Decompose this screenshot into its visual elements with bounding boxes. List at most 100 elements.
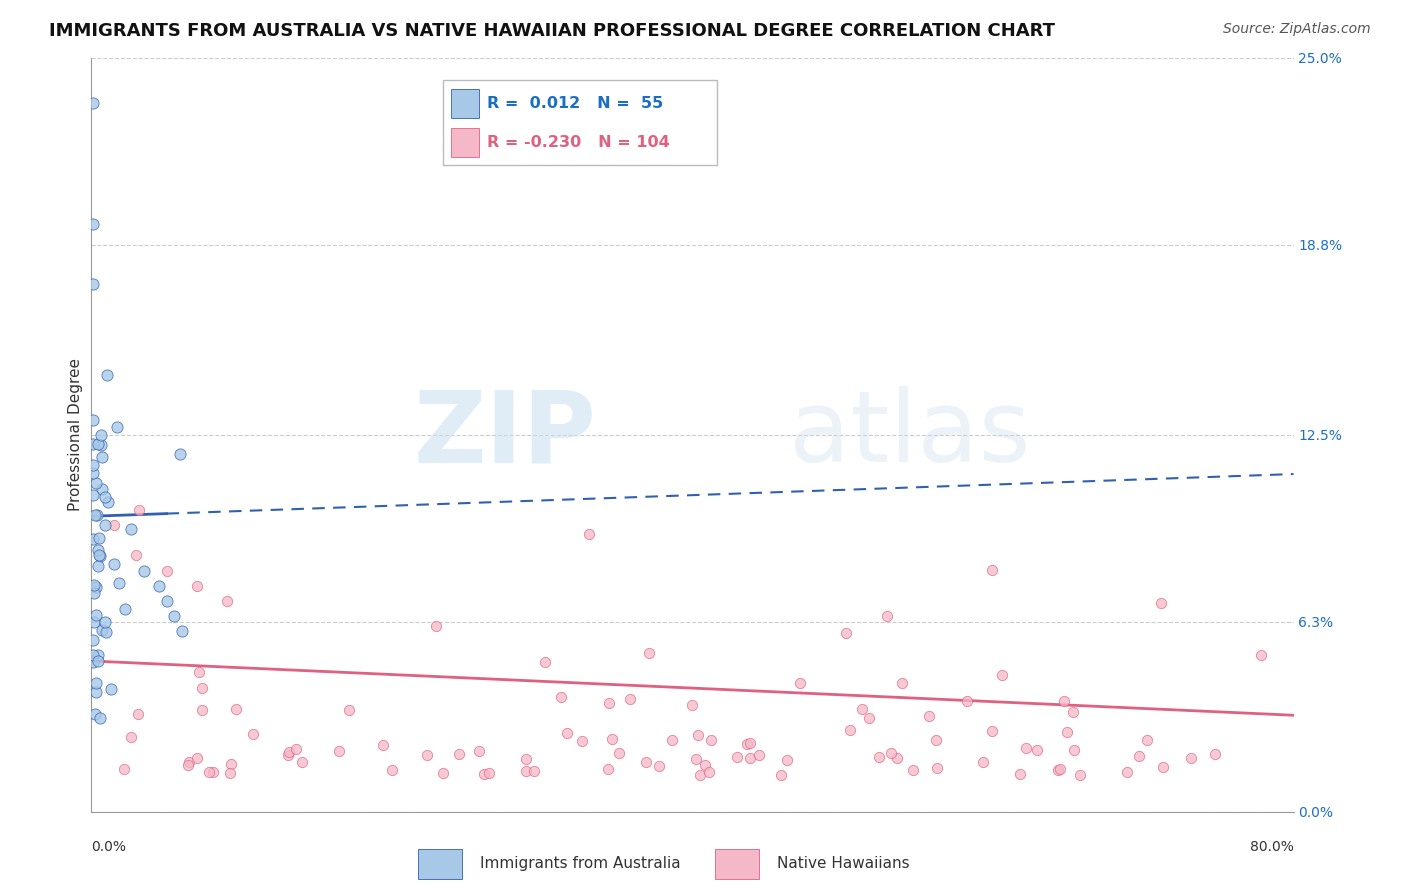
Point — [1063, 742, 1085, 756]
Point — [191, 681, 214, 695]
Point — [990, 667, 1012, 681]
Point — [84, 685, 107, 699]
Point — [858, 711, 880, 725]
Point — [82, 656, 104, 670]
Point — [1204, 747, 1226, 761]
Point — [557, 725, 579, 739]
Point — [738, 751, 761, 765]
Point — [416, 748, 439, 763]
Point — [89, 711, 111, 725]
Point — [177, 756, 200, 770]
Point — [686, 728, 709, 742]
Point — [155, 593, 177, 607]
Text: 0.0%: 0.0% — [91, 840, 127, 855]
Point — [972, 755, 994, 769]
Point — [86, 542, 108, 557]
Point — [789, 675, 811, 690]
Point — [515, 764, 537, 779]
Point — [284, 742, 307, 756]
Point — [638, 646, 661, 660]
Point — [725, 749, 748, 764]
Point — [769, 768, 792, 782]
Point — [186, 579, 208, 593]
Point — [94, 518, 117, 533]
Point — [86, 508, 108, 522]
Point — [1136, 733, 1159, 747]
Point — [83, 586, 105, 600]
Point — [112, 762, 135, 776]
Point — [82, 413, 104, 427]
Point — [277, 747, 299, 762]
Point — [467, 744, 489, 758]
Point — [695, 758, 717, 772]
Point — [84, 707, 107, 722]
Point — [125, 549, 148, 563]
Point — [82, 217, 104, 231]
Point — [96, 625, 118, 640]
Point — [84, 581, 107, 595]
Point — [82, 633, 104, 648]
Point — [278, 745, 301, 759]
Point — [128, 503, 150, 517]
Point — [94, 615, 117, 629]
Bar — [716, 849, 759, 879]
Point — [432, 766, 454, 780]
Point — [337, 703, 360, 717]
Point — [1052, 694, 1074, 708]
Point — [328, 744, 350, 758]
Point — [681, 698, 703, 712]
Point — [83, 578, 105, 592]
Point — [381, 763, 404, 777]
Point — [980, 563, 1002, 577]
Point — [100, 681, 122, 696]
Point — [90, 450, 112, 465]
Text: IMMIGRANTS FROM AUSTRALIA VS NATIVE HAWAIIAN PROFESSIONAL DEGREE CORRELATION CHA: IMMIGRANTS FROM AUSTRALIA VS NATIVE HAWA… — [49, 22, 1056, 40]
Point — [97, 495, 120, 509]
Point — [609, 746, 631, 760]
Point — [120, 730, 142, 744]
Point — [127, 707, 149, 722]
Point — [735, 737, 758, 751]
Point — [550, 690, 572, 704]
Point — [1047, 763, 1070, 777]
Text: Source: ZipAtlas.com: Source: ZipAtlas.com — [1223, 22, 1371, 37]
Point — [132, 564, 155, 578]
Point — [515, 752, 537, 766]
Point — [1062, 705, 1084, 719]
Point — [114, 602, 136, 616]
Point — [86, 475, 108, 490]
Bar — [451, 89, 478, 118]
Point — [86, 648, 108, 662]
Point — [578, 527, 600, 541]
Point — [187, 665, 209, 679]
Point — [90, 437, 112, 451]
Text: ZIP: ZIP — [413, 386, 596, 483]
Point — [169, 446, 191, 460]
Point — [1150, 596, 1173, 610]
Point — [90, 482, 112, 496]
Point — [740, 736, 762, 750]
FancyBboxPatch shape — [443, 80, 717, 165]
Point — [107, 575, 129, 590]
Point — [523, 764, 546, 778]
Point — [689, 768, 711, 782]
Point — [918, 709, 941, 723]
Point — [103, 518, 125, 533]
Point — [155, 564, 177, 578]
Bar — [451, 128, 478, 157]
Point — [87, 437, 110, 451]
Point — [87, 531, 110, 545]
Point — [84, 608, 107, 623]
Point — [838, 723, 860, 737]
Point — [851, 701, 873, 715]
Point — [1026, 743, 1049, 757]
Point — [534, 655, 557, 669]
Point — [90, 428, 112, 442]
Point — [700, 732, 723, 747]
Point — [90, 623, 112, 637]
Point — [901, 763, 924, 777]
Point — [82, 533, 104, 547]
Point — [1049, 762, 1071, 776]
Point — [447, 747, 470, 761]
Text: 80.0%: 80.0% — [1250, 840, 1294, 855]
